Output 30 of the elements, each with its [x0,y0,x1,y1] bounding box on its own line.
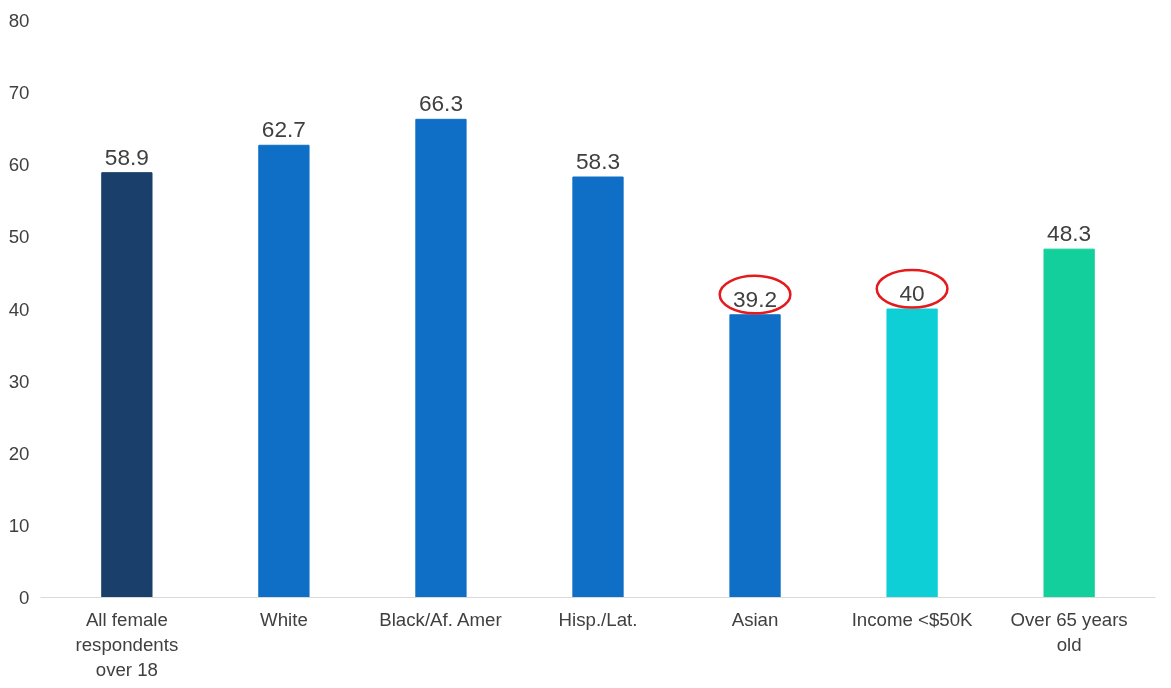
x-tick-label: Over 65 years old [1010,608,1128,655]
y-tick-label: 60 [8,154,30,176]
x-tick-label: All female respondents over 18 [75,608,179,680]
x-tick-label: Asian [731,608,779,630]
data-label: 58.9 [104,143,149,170]
data-label: 39.2 [732,285,778,312]
data-label: 66.3 [418,90,464,117]
y-tick-label: 20 [8,442,30,464]
bar [258,144,310,598]
data-label: 40 [899,280,925,306]
y-tick-label: 40 [8,298,30,320]
bar [729,314,781,598]
x-tick-label: Hisp./Lat. [558,608,638,630]
y-tick-label: 80 [8,10,30,31]
data-label: 58.3 [575,148,621,175]
y-tick-label: 10 [8,514,30,536]
x-tick-label: Income <$50K [851,608,974,630]
bar [886,308,938,598]
bar [415,118,467,598]
data-label: 48.3 [1047,220,1092,247]
x-tick-label: White [260,608,308,630]
data-label: 62.7 [261,116,306,143]
bar [1043,248,1095,598]
bar [101,172,153,598]
x-tick-label: Black/Af. Amer [379,608,502,630]
y-tick-label: 30 [8,370,30,392]
bar [572,176,624,598]
y-tick-label: 50 [8,226,30,248]
y-tick-label: 70 [8,82,30,104]
y-tick-label: 0 [19,587,30,608]
